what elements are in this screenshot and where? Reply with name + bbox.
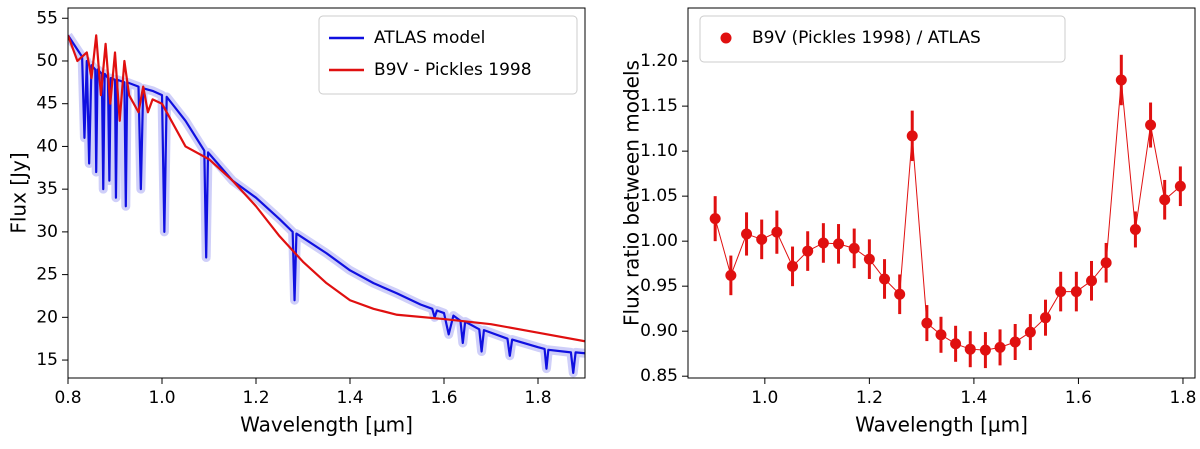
point xyxy=(741,228,753,240)
point xyxy=(879,273,891,285)
plot-area xyxy=(709,54,1186,369)
y-tick-label: 1.05 xyxy=(640,186,678,206)
legend-label: B9V (Pickles 1998) / ATLAS xyxy=(752,28,981,48)
y-tick-label: 25 xyxy=(36,265,58,285)
x-tick-label: 1.2 xyxy=(856,388,883,408)
point xyxy=(1040,312,1052,324)
legend-label: ATLAS model xyxy=(374,28,485,48)
legend-swatch xyxy=(720,32,732,44)
point xyxy=(725,269,737,281)
point xyxy=(1009,336,1021,348)
point xyxy=(1129,223,1141,235)
y-tick-label: 1.15 xyxy=(640,96,678,116)
point xyxy=(787,260,799,272)
y-tick-label: 1.20 xyxy=(640,51,678,71)
y-tick-label: 0.85 xyxy=(640,366,678,386)
x-tick-label: 0.8 xyxy=(54,388,81,408)
point xyxy=(863,253,875,265)
x-tick-label: 1.4 xyxy=(960,388,987,408)
y-tick-label: 0.90 xyxy=(640,321,678,341)
x-tick-label: 1.2 xyxy=(242,388,269,408)
x-tick-label: 1.6 xyxy=(1065,388,1092,408)
legend-box xyxy=(699,15,1066,63)
y-tick-label: 30 xyxy=(36,222,58,242)
point xyxy=(935,329,947,341)
legend-box xyxy=(318,15,578,95)
point xyxy=(906,130,918,142)
point xyxy=(1055,286,1067,298)
plot-area xyxy=(68,32,585,378)
y-tick-label: 1.10 xyxy=(640,141,678,161)
point xyxy=(1174,180,1186,192)
x-tick-label: 1.8 xyxy=(1169,388,1196,408)
point xyxy=(1115,74,1127,86)
point xyxy=(994,341,1006,353)
y-axis-label: Flux ratio between models xyxy=(620,60,644,326)
point xyxy=(1159,194,1171,206)
legend-label: B9V - Pickles 1998 xyxy=(374,60,532,80)
axes-frame xyxy=(687,7,1196,379)
x-tick-label: 1.8 xyxy=(524,388,551,408)
y-tick-label: 20 xyxy=(36,307,58,327)
x-axis-label: Wavelength [μm] xyxy=(240,413,413,437)
connect-line xyxy=(714,79,1181,351)
point xyxy=(921,317,933,329)
x-axis-label: Wavelength [μm] xyxy=(855,413,1028,437)
y-axis-label: Flux [Jy] xyxy=(7,152,31,233)
y-tick-label: 15 xyxy=(36,350,58,370)
point xyxy=(756,233,768,245)
point xyxy=(1145,119,1157,131)
point xyxy=(833,238,845,250)
point xyxy=(771,226,783,238)
y-tick-label: 50 xyxy=(36,51,58,71)
point xyxy=(1086,275,1098,287)
panel: 1.0 1.2 1.4 1.6 1.8 0.85 0.90 0.95 1.00 1.05 1.10 1… xyxy=(620,7,1197,437)
point xyxy=(1100,257,1112,269)
y-tick-label: 0.95 xyxy=(640,276,678,296)
x-tick-label: 1.0 xyxy=(148,388,175,408)
point xyxy=(817,237,829,249)
point xyxy=(979,344,991,356)
y-tick-label: 40 xyxy=(36,136,58,156)
point xyxy=(950,338,962,350)
point xyxy=(894,288,906,300)
axes-frame xyxy=(67,7,586,379)
y-tick-label: 35 xyxy=(36,179,58,199)
x-tick-label: 1.0 xyxy=(751,388,778,408)
series-line xyxy=(68,34,585,343)
series-line xyxy=(68,34,585,374)
x-tick-label: 1.6 xyxy=(430,388,457,408)
y-tick-label: 1.00 xyxy=(640,231,678,251)
point xyxy=(709,213,721,225)
y-tick-label: 45 xyxy=(36,94,58,114)
point xyxy=(802,245,814,257)
y-tick-label: 55 xyxy=(36,8,58,28)
point xyxy=(848,242,860,254)
point xyxy=(1070,286,1082,298)
x-tick-label: 1.4 xyxy=(336,388,363,408)
point xyxy=(964,343,976,355)
panel: 0.8 1.0 1.2 1.4 1.6 1.8 15 20 25 30 35 40 45 50 55 Wave… xyxy=(7,7,586,437)
point xyxy=(1024,326,1036,338)
